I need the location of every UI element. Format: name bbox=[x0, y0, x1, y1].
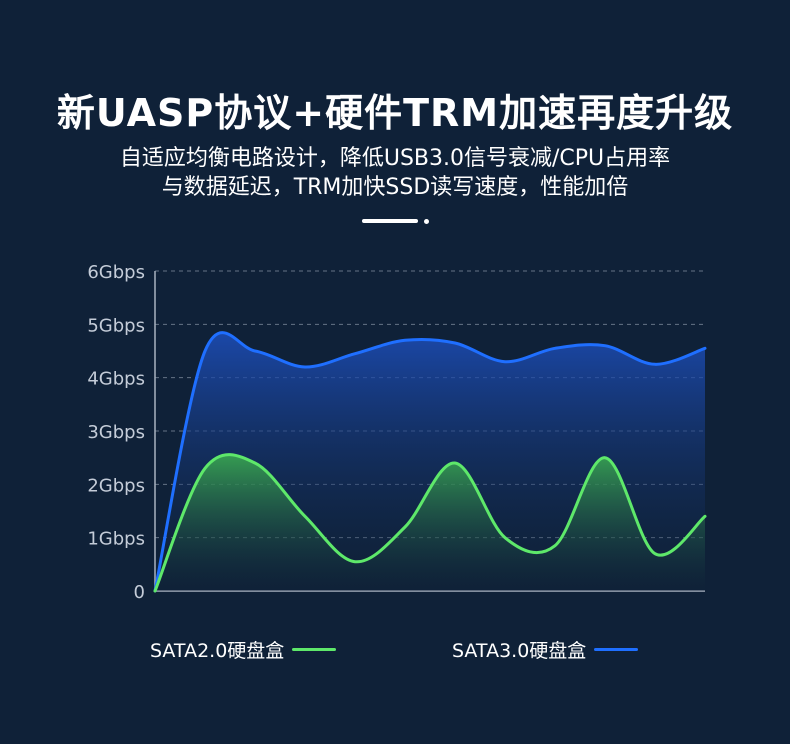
series-area-0 bbox=[155, 454, 705, 591]
legend-swatch-sata2 bbox=[292, 647, 337, 651]
title-divider bbox=[362, 219, 418, 223]
y-tick-label-5: 5Gbps bbox=[87, 315, 145, 336]
y-tick-label-6: 6Gbps bbox=[87, 262, 145, 283]
page-subtitle: 自适应均衡电路设计，降低USB3.0信号衰减/CPU占用率 与数据延迟，TRM加… bbox=[0, 144, 790, 202]
area-layer bbox=[155, 332, 705, 591]
title-divider-dot bbox=[424, 219, 429, 224]
subtitle-line-1: 自适应均衡电路设计，降低USB3.0信号衰减/CPU占用率 bbox=[119, 146, 671, 171]
y-tick-label-4: 4Gbps bbox=[87, 369, 145, 390]
legend-swatch-sata3 bbox=[594, 647, 639, 651]
legend-label-sata2: SATA2.0硬盘盒 bbox=[150, 639, 285, 662]
subtitle-line-2: 与数据延迟，TRM加快SSD读写速度，性能加倍 bbox=[161, 175, 629, 200]
legend-item-sata3: SATA3.0硬盘盒 bbox=[452, 636, 639, 662]
y-tick-label-3: 3Gbps bbox=[87, 422, 145, 443]
tick-layer: 0 1Gbps 2Gbps 3Gbps 4Gbps 5Gbps 6Gbps bbox=[87, 262, 145, 603]
y-tick-label-2: 2Gbps bbox=[87, 475, 145, 496]
page-title: 新UASP协议+硬件TRM加速再度升级 bbox=[56, 91, 734, 135]
y-tick-label-0: 0 bbox=[134, 582, 145, 603]
series-line-1 bbox=[153, 331, 707, 593]
series-line-0 bbox=[153, 453, 707, 593]
y-tick-label-1: 1Gbps bbox=[87, 529, 145, 550]
legend-item-sata2: SATA2.0硬盘盒 bbox=[150, 636, 337, 662]
line-layer bbox=[153, 331, 707, 593]
legend-label-sata3: SATA3.0硬盘盒 bbox=[452, 639, 587, 662]
